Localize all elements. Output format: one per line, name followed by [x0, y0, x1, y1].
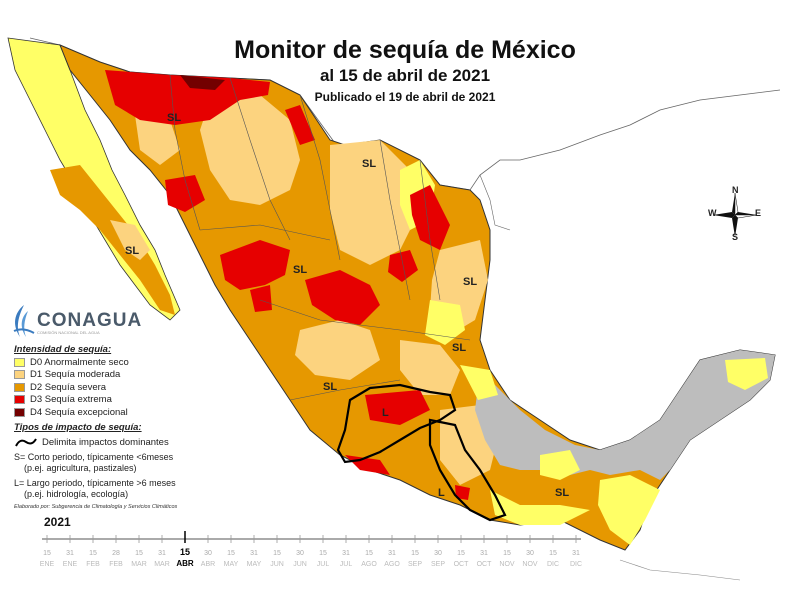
timeline-month-label: FEB	[86, 561, 100, 568]
timeline-month-label: AGO	[384, 561, 400, 568]
timeline-day-label: 30	[296, 550, 304, 557]
timeline-month-label: JUL	[317, 561, 330, 568]
timeline-day-label: 15	[319, 550, 327, 557]
legend-item-d4: D4 Sequía excepcional	[14, 406, 214, 419]
timeline-day-label: 15	[457, 550, 465, 557]
timeline-day-label: 30	[204, 550, 212, 557]
timeline-month-label: MAY	[224, 561, 239, 568]
timeline-month-label: SEP	[431, 561, 445, 568]
region-label: SL	[125, 245, 140, 257]
compass-north: N	[732, 185, 739, 195]
timeline-day-label: 31	[342, 550, 350, 557]
timeline-month-label: OCT	[477, 561, 493, 568]
timeline-day-label: 15	[89, 550, 97, 557]
short-term-label: S= Corto periodo, típicamente <6meses	[14, 452, 174, 462]
legend-swatch	[14, 370, 25, 380]
impact-boundary-central	[336, 383, 457, 464]
drought-legend: Intensidad de sequía: D0 Anormalmente se…	[14, 344, 214, 419]
region-label: SL	[293, 264, 308, 276]
timeline-day-label: 15	[135, 550, 143, 557]
legend-item-d1: D1 Sequía moderada	[14, 369, 214, 382]
legend-swatch	[14, 382, 25, 392]
timeline-month-label: DIC	[570, 561, 582, 568]
legend-swatch	[14, 395, 25, 405]
timeline-day-label: 15	[365, 550, 373, 557]
compass-rose-icon	[713, 192, 758, 237]
region-label: SL	[323, 381, 338, 393]
timeline-day-label: 15	[273, 550, 281, 557]
impact-boundary-south	[428, 418, 507, 522]
long-term-label: L= Largo periodo, típicamente >6 meses	[14, 478, 176, 488]
timeline-day-label: 31	[480, 550, 488, 557]
timeline-day-label: 31	[572, 550, 580, 557]
timeline-month-label: FEB	[109, 561, 123, 568]
conagua-tagline: COMISIÓN NACIONAL DEL AGUA	[37, 330, 100, 335]
timeline-day-label: 15	[503, 550, 511, 557]
timeline-day-label: 15	[43, 550, 51, 557]
timeline-month-label: DIC	[547, 561, 559, 568]
timeline-day-label: 31	[158, 550, 166, 557]
compass-east: E	[755, 208, 762, 218]
timeline-month-label: JUN	[270, 561, 284, 568]
timeline-day-label: 15	[549, 550, 557, 557]
timeline-month-label: AGO	[361, 561, 377, 568]
short-term-example: (p.ej. agricultura, pastizales)	[24, 463, 137, 473]
timeline-month-label: ENE	[63, 561, 78, 568]
timeline-month-label: NOV	[522, 561, 538, 568]
conagua-logo-icon	[13, 305, 35, 337]
map-title: Monitor de sequía de México	[234, 36, 576, 64]
region-label: L	[438, 487, 445, 499]
region-label: SL	[452, 342, 467, 354]
timeline-month-label: MAR	[131, 561, 147, 568]
timeline-day-label: 31	[388, 550, 396, 557]
timeline-month-label: JUL	[340, 561, 353, 568]
timeline-day-label: 28	[112, 550, 120, 557]
timeline-month-label: OCT	[454, 561, 470, 568]
region-label: SL	[555, 487, 570, 499]
timeline-month-label: MAY	[247, 561, 262, 568]
conagua-logo-text: CONAGUA	[37, 310, 143, 331]
timeline-month-label: ABR	[201, 561, 215, 568]
timeline-day-label: 15	[180, 547, 190, 557]
no-drought-region	[475, 350, 775, 480]
region-label: L	[382, 407, 389, 419]
timeline-month-label: NOV	[499, 561, 515, 568]
legend-swatch	[14, 357, 25, 367]
legend-item-d2: D2 Sequía severa	[14, 381, 214, 394]
legend-swatch	[14, 407, 25, 417]
timeline-month-label: ENE	[40, 561, 55, 568]
publication-date: Publicado el 19 de abril de 2021	[314, 90, 496, 104]
timeline-month-label: SEP	[408, 561, 422, 568]
impact-legend-title: Tipos de impacto de sequía:	[14, 422, 142, 433]
long-term-example: (p.ej. hidrología, ecología)	[24, 489, 129, 499]
timeline-month-label: JUN	[293, 561, 307, 568]
timeline-day-label: 31	[66, 550, 74, 557]
timeline-day-label: 15	[227, 550, 235, 557]
timeline-month-label: ABR	[176, 559, 194, 568]
timeline-day-label: 30	[526, 550, 534, 557]
legend-item-d3: D3 Sequía extrema	[14, 394, 214, 407]
timeline: 15 ENE 31 ENE 15 FEB 28 FEB 15 MAR 31 MAR 15 ABR 30 ABR…	[40, 531, 582, 568]
map-subtitle: al 15 de abril de 2021	[319, 66, 491, 85]
impact-legend: Tipos de impacto de sequía: Delimita imp…	[14, 422, 234, 500]
region-label: SL	[463, 276, 478, 288]
timeline-month-label: MAR	[154, 561, 170, 568]
legend-title: Intensidad de sequía:	[14, 344, 112, 355]
timeline-day-label: 15	[411, 550, 419, 557]
legend-item-d0: D0 Anormalmente seco	[14, 356, 214, 369]
region-label: SL	[362, 158, 377, 170]
boundary-line-icon	[15, 438, 37, 447]
timeline-year: 2021	[44, 515, 71, 529]
timeline-day-label: 31	[250, 550, 258, 557]
compass-south: S	[732, 232, 739, 242]
region-label: SL	[167, 112, 182, 124]
credit-text: Elaborado por: Subgerencia de Climatolog…	[14, 504, 178, 510]
compass-west: W	[708, 208, 717, 218]
timeline-day-label: 30	[434, 550, 442, 557]
boundary-label: Delimita impactos dominantes	[42, 436, 169, 448]
